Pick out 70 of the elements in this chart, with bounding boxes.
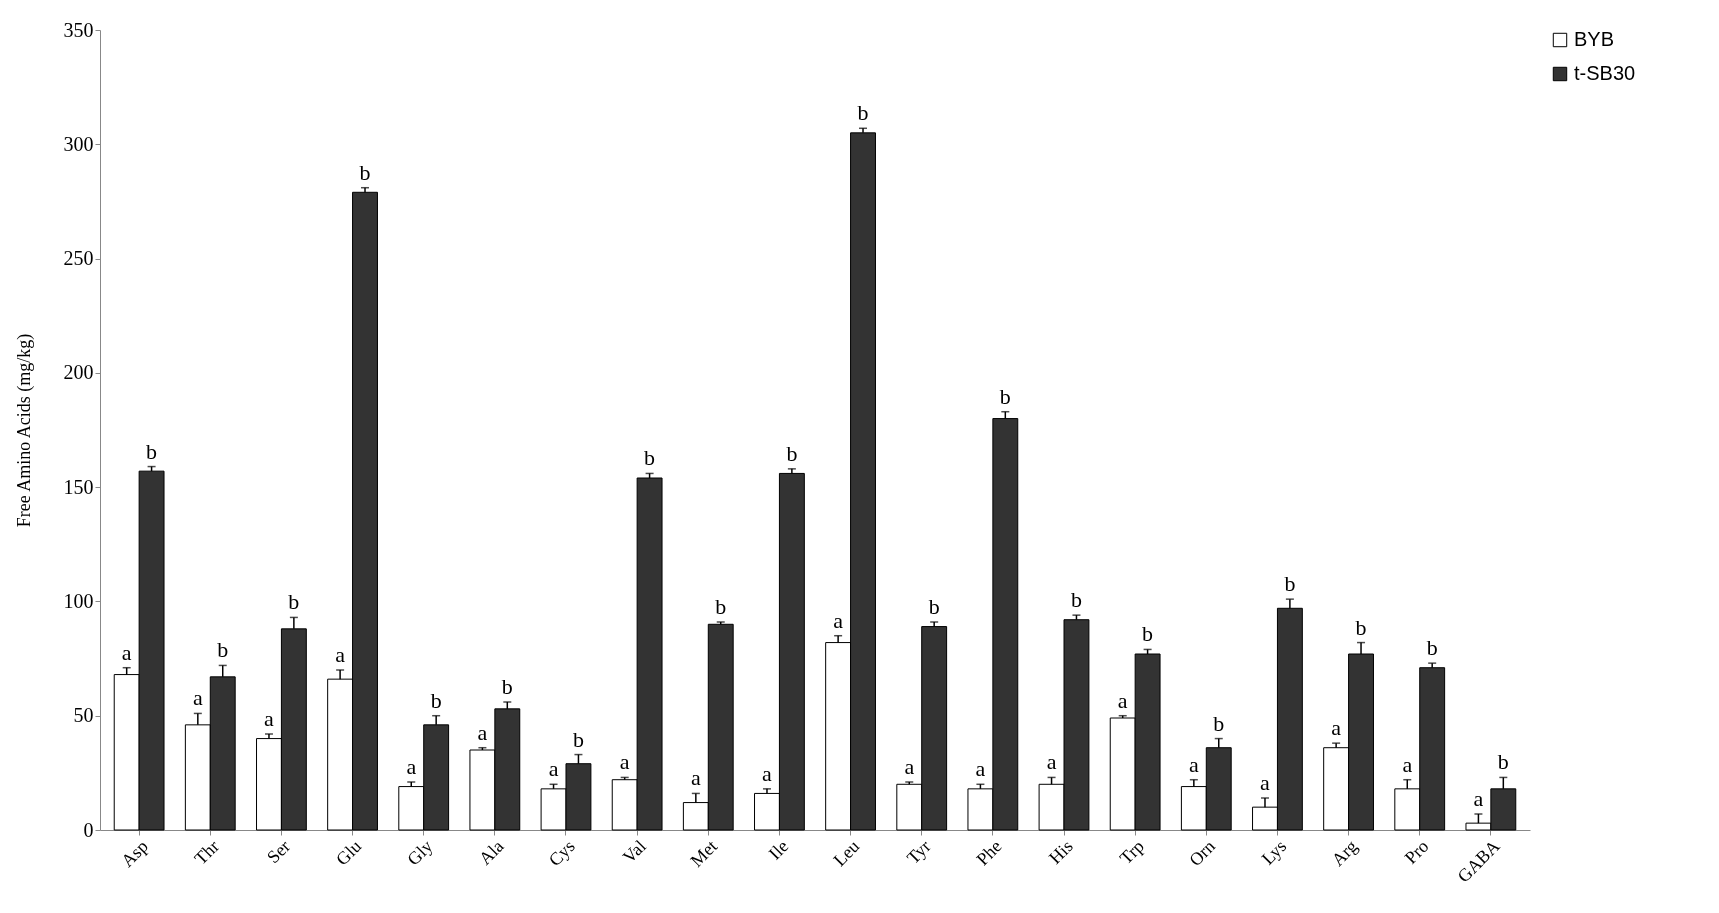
x-tick-label: Gly [403, 836, 437, 870]
annotation: a [762, 760, 773, 786]
annotation: a [1473, 786, 1484, 811]
x-tick-label: Ile [764, 836, 793, 864]
annotation: b [501, 674, 513, 699]
annotation: a [619, 749, 630, 775]
annotation: b [715, 594, 727, 619]
annotation: b [644, 445, 656, 471]
x-tick-label: Pro [1400, 836, 1433, 868]
annotation: a [833, 607, 844, 633]
annotation: b [1497, 749, 1509, 775]
annotation: b [1355, 614, 1367, 640]
annotation: a [690, 765, 701, 791]
annotation: b [857, 100, 869, 126]
y-tick-label: 200 [63, 361, 94, 384]
x-tick-label: Met [686, 836, 722, 871]
annotation: b [288, 589, 300, 615]
annotation: a [1188, 751, 1199, 777]
x-tick-label: Ala [475, 836, 508, 869]
annotation: b [928, 594, 940, 619]
annotation: a [192, 685, 203, 711]
legend-label: t-SB30 [1574, 62, 1636, 84]
y-tick-label: 250 [63, 247, 94, 270]
x-tick-label: Asp [117, 836, 152, 871]
annotation: a [121, 639, 132, 665]
x-tick-label: Val [618, 836, 650, 868]
annotation: b [999, 383, 1011, 409]
annotation: b [572, 726, 584, 752]
x-tick-label: Cys [544, 836, 579, 871]
annotation: b [786, 440, 798, 466]
annotation: a [264, 706, 275, 731]
annotation: a [406, 754, 417, 779]
annotation: a [1260, 770, 1271, 795]
x-tick-label: Phe [972, 836, 1006, 870]
legend-label: BYB [1574, 28, 1615, 50]
y-tick-label: 150 [63, 475, 94, 498]
annotation: b [146, 438, 158, 464]
x-tick-label: Thr [190, 836, 223, 869]
y-tick-label: 100 [63, 589, 94, 612]
annotation: a [1046, 749, 1057, 775]
x-tick-label: Tyr [902, 836, 935, 868]
annotation: a [1402, 751, 1413, 777]
annotation: b [1284, 571, 1296, 597]
annotation: a [548, 756, 559, 782]
x-tick-label: Trp [1115, 836, 1148, 869]
annotation: a [1117, 687, 1128, 713]
annotation: b [1070, 587, 1082, 613]
y-tick-label: 0 [83, 818, 94, 841]
annotation: b [1426, 635, 1438, 661]
x-tick-label: Glu [332, 836, 366, 870]
y-tick-label: 350 [63, 18, 94, 41]
annotation: b [430, 687, 442, 713]
annotation: b [359, 159, 371, 185]
x-tick-label: Orn [1185, 836, 1220, 871]
annotation: b [1213, 710, 1225, 736]
annotation: b [217, 637, 229, 663]
x-tick-label: His [1044, 836, 1077, 868]
y-axis-title: Free Amino Acids (mg/kg) [13, 333, 35, 528]
annotation: b [1142, 621, 1154, 647]
y-tick-label: 300 [63, 132, 94, 155]
x-tick-label: Leu [829, 836, 864, 871]
x-tick-label: Ser [263, 836, 295, 868]
annotation: a [477, 719, 488, 745]
x-tick-label: Arg [1327, 836, 1362, 870]
annotation: a [1331, 715, 1342, 741]
y-tick-label: 50 [73, 704, 94, 727]
annotation: a [975, 756, 986, 782]
annotation: a [335, 642, 346, 667]
annotation: a [904, 754, 915, 779]
x-tick-label: Lys [1257, 836, 1291, 869]
